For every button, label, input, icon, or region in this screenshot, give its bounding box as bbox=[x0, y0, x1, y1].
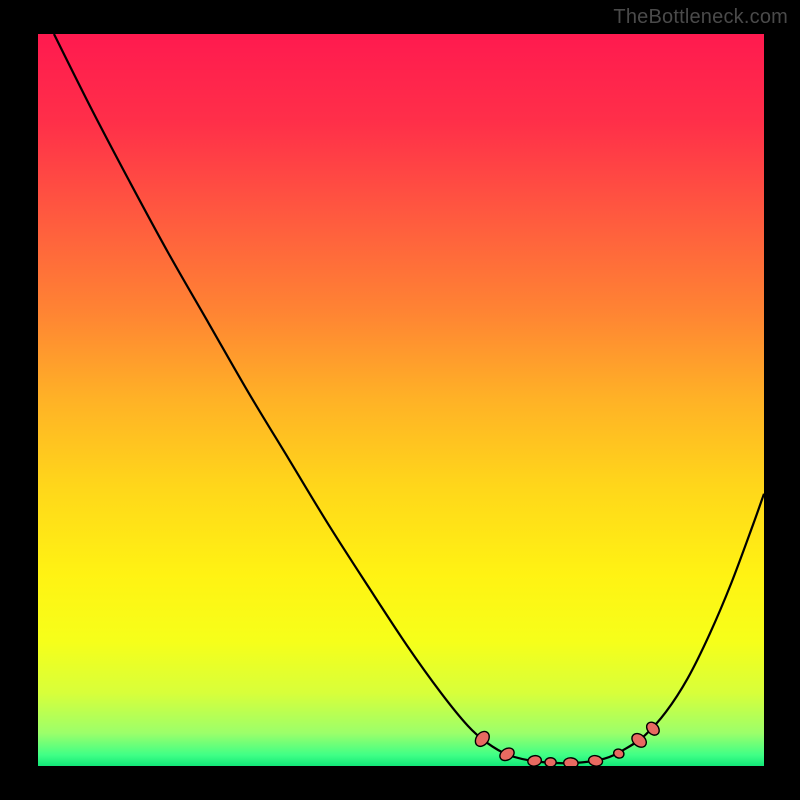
gradient-background bbox=[38, 34, 764, 766]
plot-area bbox=[38, 34, 764, 766]
chart-root: TheBottleneck.com bbox=[0, 0, 800, 800]
curve-marker bbox=[545, 758, 556, 766]
watermark-text: TheBottleneck.com bbox=[613, 6, 788, 29]
plot-svg bbox=[38, 34, 764, 766]
